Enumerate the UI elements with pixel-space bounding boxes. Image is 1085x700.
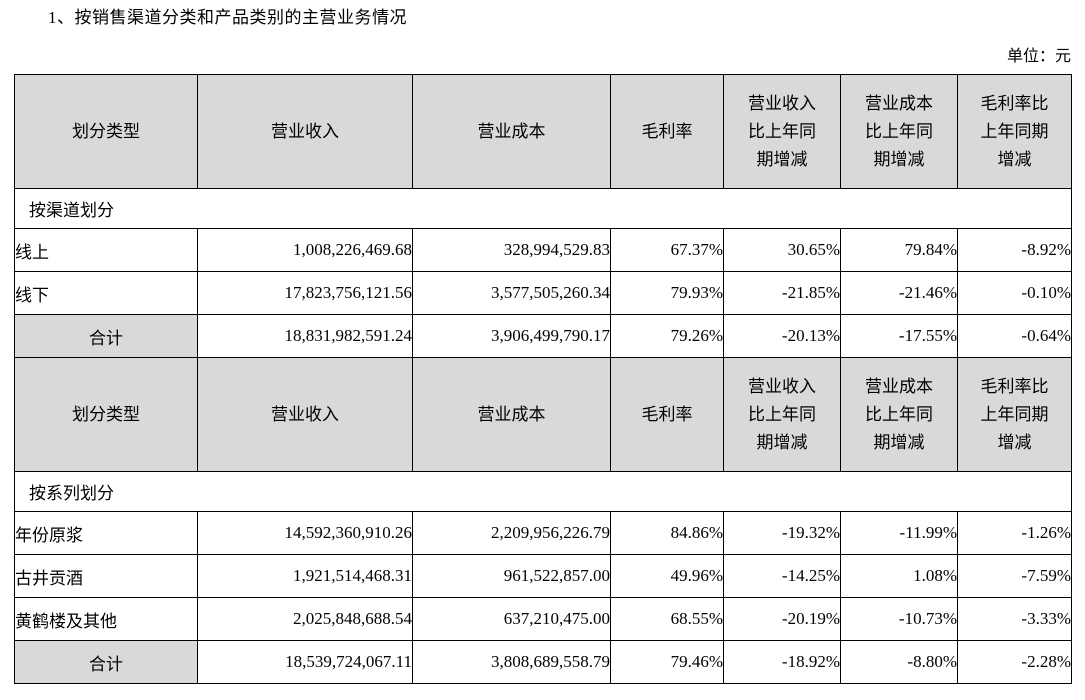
cell-margin_yoy: -0.10% (957, 271, 1072, 315)
column-header: 营业收入 比上年同 期增减 (723, 74, 841, 189)
table-row: 线下 17,823,756,121.56 3,577,505,260.34 79.93… (14, 271, 1072, 315)
cell-revenue_yoy: -14.25% (723, 554, 841, 598)
cell-cost: 961,522,857.00 (412, 554, 611, 598)
table-row: 线上 1,008,226,469.68 328,994,529.83 67.37% 30… (14, 228, 1072, 272)
cell-margin_yoy: -8.92% (957, 228, 1072, 272)
column-header: 毛利率比 上年同期 增减 (957, 74, 1072, 189)
cell-cost_yoy: -21.46% (840, 271, 958, 315)
section-row: 按渠道划分 (14, 188, 1072, 229)
cell-revenue: 18,831,982,591.24 (197, 314, 413, 358)
cell-label: 古井贡酒 (14, 554, 198, 598)
cell-cost_yoy: -8.80% (840, 640, 958, 684)
header-row: 划分类型 营业收入 营业成本 毛利率 营业收入 比上年同 期增减 营业成本 比上年同 期增… (14, 357, 1072, 472)
column-header: 划分类型 (14, 74, 198, 189)
main-business-table: 划分类型 营业收入 营业成本 毛利率 营业收入 比上年同 期增减 营业成本 比上年同 期增… (14, 74, 1072, 684)
unit-label: 单位：元 (1006, 48, 1071, 65)
column-header: 营业收入 比上年同 期增减 (723, 357, 841, 472)
page-title: 1、按销售渠道分类和产品类别的主营业务情况 (48, 8, 407, 27)
cell-revenue_yoy: -21.85% (723, 271, 841, 315)
cell-label: 合计 (14, 314, 198, 358)
cell-margin: 79.46% (610, 640, 724, 684)
column-header: 营业成本 (412, 357, 611, 472)
header-row: 划分类型 营业收入 营业成本 毛利率 营业收入 比上年同 期增减 营业成本 比上年同 期增… (14, 74, 1072, 189)
cell-margin_yoy: -0.64% (957, 314, 1072, 358)
column-header: 营业成本 比上年同 期增减 (840, 357, 958, 472)
cell-margin: 68.55% (610, 597, 724, 641)
document-page: 1、按销售渠道分类和产品类别的主营业务情况 单位：元 划分类型 营业收入 营业成本毛… (0, 8, 1085, 684)
cell-label: 线下 (14, 271, 198, 315)
cell-revenue_yoy: -20.19% (723, 597, 841, 641)
cell-margin: 67.37% (610, 228, 724, 272)
cell-margin_yoy: -3.33% (957, 597, 1072, 641)
cell-cost: 3,906,499,790.17 (412, 314, 611, 358)
column-header: 毛利率 (610, 357, 724, 472)
cell-revenue_yoy: -19.32% (723, 511, 841, 555)
section-label: 按系列划分 (14, 471, 1072, 512)
cell-label: 线上 (14, 228, 198, 272)
column-header: 划分类型 (14, 357, 198, 472)
section-row: 按系列划分 (14, 471, 1072, 512)
cell-cost: 637,210,475.00 (412, 597, 611, 641)
cell-revenue: 18,539,724,067.11 (197, 640, 413, 684)
total-row: 合计 18,831,982,591.24 3,906,499,790.17 79.26… (14, 314, 1072, 358)
cell-revenue: 1,921,514,468.31 (197, 554, 413, 598)
cell-margin_yoy: -2.28% (957, 640, 1072, 684)
cell-cost: 2,209,956,226.79 (412, 511, 611, 555)
cell-margin: 79.93% (610, 271, 724, 315)
cell-cost: 328,994,529.83 (412, 228, 611, 272)
column-header: 毛利率 (610, 74, 724, 189)
cell-revenue_yoy: 30.65% (723, 228, 841, 272)
cell-cost_yoy: -11.99% (840, 511, 958, 555)
column-header: 毛利率比 上年同期 增减 (957, 357, 1072, 472)
cell-margin: 49.96% (610, 554, 724, 598)
cell-label: 黄鹤楼及其他 (14, 597, 198, 641)
column-header: 营业成本 比上年同 期增减 (840, 74, 958, 189)
cell-cost_yoy: 79.84% (840, 228, 958, 272)
cell-margin: 84.86% (610, 511, 724, 555)
cell-cost_yoy: -17.55% (840, 314, 958, 358)
cell-cost: 3,808,689,558.79 (412, 640, 611, 684)
cell-revenue_yoy: -18.92% (723, 640, 841, 684)
cell-revenue: 17,823,756,121.56 (197, 271, 413, 315)
cell-cost_yoy: 1.08% (840, 554, 958, 598)
cell-label: 年份原浆 (14, 511, 198, 555)
table-row: 黄鹤楼及其他 2,025,848,688.54 637,210,475.00 68.5… (14, 597, 1072, 641)
table-row: 古井贡酒 1,921,514,468.31 961,522,857.00 49.96%… (14, 554, 1072, 598)
column-header: 营业收入 (197, 357, 413, 472)
cell-revenue: 2,025,848,688.54 (197, 597, 413, 641)
section-label: 按渠道划分 (14, 188, 1072, 229)
cell-margin_yoy: -1.26% (957, 511, 1072, 555)
cell-label: 合计 (14, 640, 198, 684)
cell-cost_yoy: -10.73% (840, 597, 958, 641)
cell-revenue_yoy: -20.13% (723, 314, 841, 358)
cell-revenue: 14,592,360,910.26 (197, 511, 413, 555)
cell-margin_yoy: -7.59% (957, 554, 1072, 598)
cell-cost: 3,577,505,260.34 (412, 271, 611, 315)
cell-revenue: 1,008,226,469.68 (197, 228, 413, 272)
column-header: 营业成本 (412, 74, 611, 189)
cell-margin: 79.26% (610, 314, 724, 358)
column-header: 营业收入 (197, 74, 413, 189)
table-row: 年份原浆 14,592,360,910.26 2,209,956,226.79 84.… (14, 511, 1072, 555)
total-row: 合计 18,539,724,067.11 3,808,689,558.79 79.46… (14, 640, 1072, 684)
